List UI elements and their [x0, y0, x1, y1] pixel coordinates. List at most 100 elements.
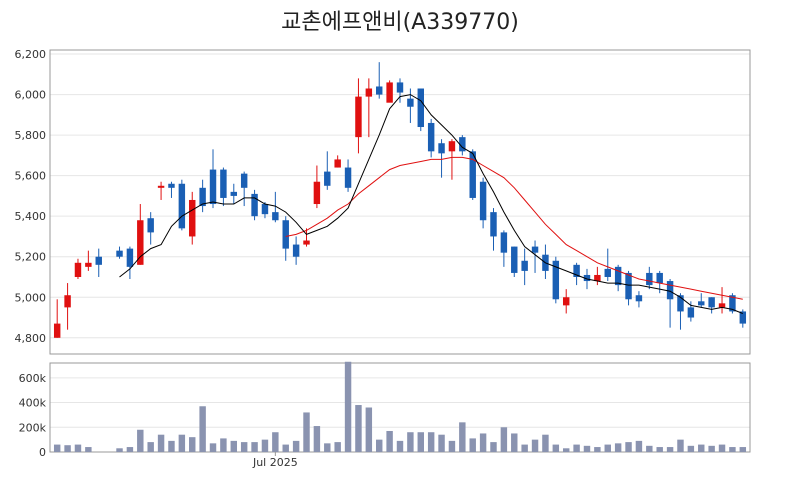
candle-body — [261, 204, 269, 215]
volume-bar — [448, 440, 456, 452]
candle-body — [376, 86, 383, 95]
candle-body — [137, 220, 144, 265]
candle-body — [189, 199, 196, 237]
candle-body — [552, 260, 560, 300]
price-tick-label: 5,000 — [15, 291, 47, 304]
candle-body — [427, 122, 435, 152]
candle-body — [438, 143, 445, 154]
volume-bar — [635, 440, 643, 452]
price-tick-label: 6,000 — [15, 89, 47, 102]
volume-bar — [417, 432, 424, 452]
volume-bar — [396, 440, 404, 452]
volume-bar — [53, 444, 61, 452]
volume-bar — [594, 447, 601, 452]
ma20-line — [285, 156, 743, 300]
candle-body — [95, 256, 102, 265]
candle-body — [282, 220, 289, 249]
volume-bar — [324, 443, 331, 452]
price-tick-label: 4,800 — [15, 332, 47, 345]
candle-body — [417, 88, 424, 128]
volume-bar — [542, 434, 549, 452]
volume-bar — [729, 447, 736, 452]
volume-bar — [313, 426, 321, 452]
volume-bar — [386, 430, 393, 452]
candle-body — [220, 169, 227, 198]
candle-body — [531, 246, 539, 253]
candle-body — [344, 167, 352, 188]
candle-body — [386, 82, 393, 103]
candle-body — [365, 88, 373, 97]
candle-body — [635, 295, 643, 302]
volume-bar — [459, 422, 466, 452]
volume-bar — [708, 445, 715, 452]
volume-bar — [573, 444, 580, 452]
volume-bar — [583, 445, 591, 452]
volume-bar — [718, 444, 726, 452]
price-tick-label: 5,200 — [15, 251, 47, 264]
candle-body — [303, 240, 310, 245]
candle-body — [656, 272, 663, 284]
ma5-line — [119, 94, 743, 314]
volume-bar — [365, 407, 373, 452]
price-axis: 4,800 5,000 5,200 5,400 5,600 5,800 6,000 6,200 — [15, 48, 47, 345]
candle-body — [562, 297, 570, 306]
candle-body — [666, 281, 674, 300]
volume-bar — [552, 444, 560, 452]
candle-body — [646, 272, 653, 286]
candle-body — [604, 268, 611, 277]
volume-bar — [189, 437, 196, 452]
volume-bar — [272, 432, 279, 452]
volume-panel-frame — [49, 362, 751, 453]
candle-body — [729, 295, 736, 312]
volume-bar — [178, 434, 186, 452]
candle-body — [407, 98, 414, 107]
volume-bar — [490, 442, 497, 452]
candle-body — [355, 96, 362, 138]
candle-body — [469, 151, 476, 198]
candle-body — [126, 248, 134, 267]
volume-tick-label: 400k — [19, 397, 47, 410]
volume-bar — [344, 361, 352, 452]
volume-bar — [604, 444, 611, 452]
volume-bar — [168, 440, 175, 452]
volume-tick-label: 200k — [19, 421, 47, 434]
candle-body — [625, 272, 632, 300]
candle-body — [687, 307, 695, 318]
candles — [53, 62, 747, 338]
volume-bar — [687, 445, 695, 452]
volume-bar — [646, 445, 653, 452]
candle-body — [573, 264, 580, 277]
volume-bar — [282, 444, 289, 452]
candle-body — [313, 181, 321, 205]
volume-bar — [85, 447, 92, 452]
volume-bar — [739, 447, 747, 452]
volume-bar — [521, 444, 528, 452]
candle-body — [157, 185, 165, 188]
candle-body — [324, 171, 331, 186]
volume-axis: 0 200k 400k 600k — [19, 372, 47, 459]
candle-body — [718, 303, 726, 308]
volume-bar — [666, 447, 674, 452]
chart-title: 교촌에프앤비(A339770) — [281, 10, 519, 35]
volume-bar — [376, 439, 383, 452]
volume-bar — [438, 434, 445, 452]
candle-body — [209, 169, 217, 205]
volume-tick-label: 600k — [19, 372, 47, 385]
candle-body — [116, 250, 123, 257]
volume-bar — [261, 439, 269, 452]
volume-bar — [469, 438, 476, 452]
volume-bar — [677, 439, 684, 452]
candle-body — [334, 159, 341, 168]
volume-bar — [303, 412, 310, 452]
candle-body — [251, 193, 258, 217]
volume-bar — [209, 443, 217, 452]
candle-body — [614, 266, 622, 286]
candle-body — [53, 323, 61, 338]
volume-bar — [334, 442, 341, 452]
candle-body — [199, 187, 206, 207]
volume-bar — [137, 429, 144, 452]
volume-bar — [427, 432, 435, 452]
candle-body — [511, 246, 518, 273]
volume-bar — [656, 447, 663, 452]
candle-body — [448, 141, 456, 152]
